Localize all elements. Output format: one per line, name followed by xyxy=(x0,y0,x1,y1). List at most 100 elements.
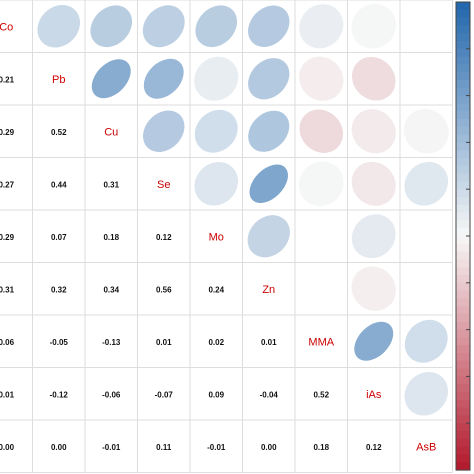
colorbar-segment xyxy=(456,399,470,409)
correlation-value: 0.56 xyxy=(156,285,172,294)
correlation-value: -0.07 xyxy=(155,390,174,399)
correlation-ellipse xyxy=(404,161,449,206)
colorbar-segment xyxy=(456,329,470,338)
colorbar-segment xyxy=(456,9,470,19)
correlation-ellipse xyxy=(248,110,290,152)
colorbar-segment xyxy=(456,2,470,11)
correlation-value: -0.05 xyxy=(50,338,69,347)
colorbar-segment xyxy=(456,438,470,448)
correlation-value: 0.11 xyxy=(156,443,172,452)
colorbar-segment xyxy=(456,158,470,167)
correlation-ellipse xyxy=(194,109,238,153)
colorbar-segment xyxy=(456,103,470,112)
colorbar-segment xyxy=(456,72,470,81)
colorbar-segment xyxy=(456,80,470,89)
colorbar-segment xyxy=(456,360,470,370)
colorbar-segment xyxy=(456,189,470,198)
colorbar-segment xyxy=(456,392,470,401)
correlation-value: 0.52 xyxy=(313,390,329,399)
colorbar-segment xyxy=(456,345,470,354)
correlation-ellipse xyxy=(247,215,290,258)
colorbar-segment xyxy=(456,165,470,175)
correlation-value: 0.06 xyxy=(0,338,15,347)
correlation-value: 0.09 xyxy=(208,390,224,399)
correlation-value: 0.18 xyxy=(313,443,329,452)
correlation-ellipse xyxy=(351,109,396,154)
colorbar-segment xyxy=(456,243,470,253)
variable-label: AsB xyxy=(416,441,436,453)
colorbar-segment xyxy=(456,282,470,292)
colorbar-segment xyxy=(456,48,470,58)
correlation-value: 0.01 xyxy=(261,338,277,347)
colorbar-segment xyxy=(456,353,470,362)
colorbar-segment xyxy=(456,197,470,206)
colorbar-segment xyxy=(456,415,470,424)
colorbar-segment xyxy=(456,95,470,104)
colorbar-segment xyxy=(456,267,470,276)
correlation-value: 0.00 xyxy=(0,443,15,452)
variable-label: Pb xyxy=(52,74,65,86)
variable-label: MMA xyxy=(308,336,334,348)
correlation-ellipse xyxy=(195,5,238,48)
correlation-value: 0.44 xyxy=(51,180,67,189)
correlation-value: 0.01 xyxy=(156,338,172,347)
colorbar-segment xyxy=(456,376,470,385)
correlation-ellipse xyxy=(403,108,449,154)
colorbar-segment xyxy=(456,236,470,245)
correlation-value: 0.24 xyxy=(208,285,224,294)
correlation-value: 0.21 xyxy=(0,75,15,84)
correlation-value: 0.52 xyxy=(51,128,67,137)
correlation-ellipse xyxy=(90,5,133,48)
matrix-grid xyxy=(0,0,453,473)
matrix-cells: Co Pb Cu Se Mo Zn MMA iAs AsB 0.21 0.29 0.52 0.27 0.4… xyxy=(0,3,449,453)
colorbar-segment xyxy=(456,33,470,42)
colorbar-segment xyxy=(456,423,470,432)
correlation-value: -0.04 xyxy=(260,390,279,399)
correlation-ellipse xyxy=(351,214,396,259)
colorbar-segment xyxy=(456,251,470,260)
colorbar-segment xyxy=(456,111,470,120)
colorbar-segment xyxy=(456,298,470,307)
correlation-ellipse xyxy=(299,4,344,49)
variable-label: iAs xyxy=(366,389,382,401)
colorbar-segment xyxy=(456,87,470,97)
colorbar-segment xyxy=(456,384,470,393)
colorbar-segment xyxy=(456,368,470,377)
correlation-value: 0.32 xyxy=(51,285,67,294)
colorbar-segment xyxy=(456,134,470,143)
correlation-ellipse xyxy=(299,56,344,101)
correlation-value: 0.31 xyxy=(103,180,119,189)
correlation-ellipse xyxy=(351,56,396,101)
colorbar-segment xyxy=(456,407,470,416)
color-legend-bar xyxy=(455,1,471,471)
colorbar-segment xyxy=(456,259,470,268)
colorbar-segment xyxy=(456,446,470,455)
correlation-ellipse xyxy=(404,371,449,416)
colorbar-segment xyxy=(456,41,470,50)
correlation-ellipse xyxy=(354,321,394,361)
colorbar-segment xyxy=(456,150,470,159)
colorbar-segment xyxy=(456,454,470,463)
colorbar-segment xyxy=(456,142,470,151)
colorbar-segment xyxy=(456,337,470,346)
colorbar-segment xyxy=(456,64,470,73)
correlation-value: -0.13 xyxy=(102,338,121,347)
correlation-value: 0.07 xyxy=(51,233,67,242)
colorbar-segment xyxy=(456,204,470,214)
colorbar-segment xyxy=(456,220,470,229)
correlation-value: 0.01 xyxy=(0,390,15,399)
colorbar-segment xyxy=(456,321,470,331)
colorbar-segment xyxy=(456,126,470,136)
colorbar-segment xyxy=(456,56,470,65)
colorbar-segment xyxy=(456,173,470,182)
colorbar-segment xyxy=(456,290,470,299)
colorbar-segment xyxy=(456,212,470,221)
correlation-ellipse xyxy=(142,5,185,48)
colorbar-segment xyxy=(456,119,470,128)
correlation-value: 0.02 xyxy=(208,338,224,347)
correlation-ellipse xyxy=(91,59,131,99)
correlation-ellipse xyxy=(194,161,239,206)
correlation-ellipse xyxy=(351,266,396,311)
correlation-value: -0.12 xyxy=(50,390,69,399)
